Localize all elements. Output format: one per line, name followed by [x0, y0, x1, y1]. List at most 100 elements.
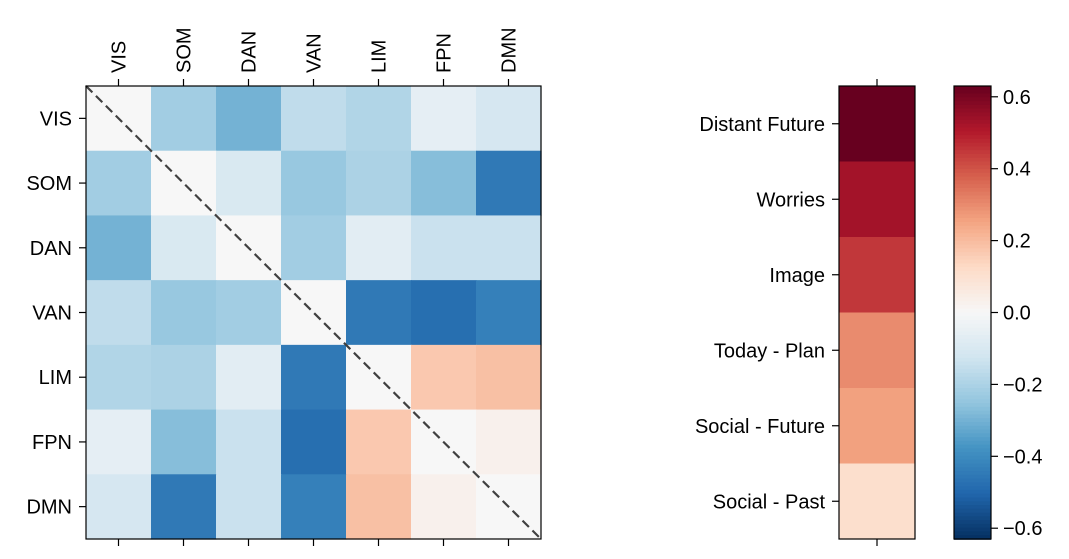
colorbar-step [954, 312, 991, 318]
matrix-cell-dmn-vis [86, 474, 152, 540]
colorbar-step [954, 116, 991, 121]
colorbar-step [954, 169, 991, 174]
matrix-cell-som-dan [216, 150, 282, 217]
colorbar-step [954, 108, 991, 114]
colorbar-step [954, 289, 991, 295]
colorbar-step [954, 172, 991, 178]
colorbar-step [954, 270, 991, 276]
colorbar-ticks: 0.6 0.4 0.2 0.0 −0.2 −0.4 −0.6 [991, 87, 1042, 540]
matrix-cell-van-fpn [411, 280, 477, 346]
colorbar-step [954, 286, 991, 291]
y-tick-label-van: VAN [32, 303, 72, 325]
colorbar-step [954, 237, 991, 242]
matrix-cells [86, 86, 542, 540]
colorbar-step [954, 161, 991, 167]
matrix-x-ticks: VIS SOM DAN VAN LIM FPN DMN [109, 27, 521, 546]
matrix-cell-som-fpn [411, 150, 477, 217]
x-tick-label-dmn: DMN [499, 27, 521, 73]
colorbar-tick-label: 0.2 [1003, 231, 1031, 253]
colorbar-step [954, 89, 991, 95]
colorbar-step [954, 395, 991, 401]
colorbar-step [954, 153, 991, 159]
colorbar-step [954, 489, 991, 495]
colorbar-step [954, 304, 991, 310]
colorbar-step [954, 350, 991, 355]
colorbar-step [954, 448, 991, 453]
colorbar-step [954, 486, 991, 491]
matrix-cell-som-lim [346, 150, 412, 217]
colorbar-step [954, 403, 991, 408]
colorbar-step [954, 203, 991, 208]
colorbar-step [954, 433, 991, 438]
matrix-cell-van-lim [346, 280, 412, 346]
matrix-cell-dmn-lim [346, 474, 412, 540]
matrix-cell-dan-lim [346, 215, 412, 281]
x-tick-label-som: SOM [174, 27, 196, 73]
matrix-cell-dan-vis [86, 215, 152, 281]
colorbar-step [954, 440, 991, 446]
colorbar-step [954, 127, 991, 133]
colorbar-step [954, 210, 991, 216]
colorbar-step [954, 380, 991, 386]
matrix-cell-dmn-dan [216, 474, 282, 540]
colorbar-step [954, 361, 991, 367]
matrix-cell-dmn-fpn [411, 474, 477, 540]
colorbar-step [954, 523, 991, 529]
colorbar-tick-label: 0.4 [1003, 159, 1031, 181]
colorbar-step [954, 467, 991, 472]
factor-cells [839, 86, 915, 540]
colorbar-step [954, 369, 991, 374]
matrix-cell-fpn-vis [86, 409, 152, 475]
colorbar-step [954, 165, 991, 170]
factor-cell-social-past [839, 463, 915, 540]
colorbar-step [954, 512, 991, 518]
colorbar-step [954, 233, 991, 238]
factor-cell-social-future [839, 388, 915, 465]
colorbar-step [954, 425, 991, 431]
colorbar-tick-label: 0.6 [1003, 87, 1031, 109]
x-tick-label-lim: LIM [369, 40, 391, 73]
colorbar-step [954, 206, 991, 212]
colorbar-step [954, 391, 991, 397]
colorbar-step [954, 282, 991, 287]
matrix-cell-fpn-dmn [476, 409, 542, 475]
matrix-cell-vis-som [151, 86, 217, 152]
colorbar-step [954, 301, 991, 306]
colorbar-step [954, 471, 991, 476]
colorbar-step [954, 455, 991, 461]
colorbar-step [954, 112, 991, 117]
colorbar-step [954, 229, 991, 235]
factor-label-social-past: Social - Past [713, 491, 826, 513]
colorbar-step [954, 138, 991, 144]
colorbar-step [954, 176, 991, 182]
colorbar-step [954, 474, 991, 480]
colorbar-step [954, 478, 991, 484]
colorbar-step [954, 342, 991, 348]
factor-label-image: Image [769, 265, 825, 287]
matrix-cell-som-vis [86, 150, 152, 217]
factor-cell-image [839, 237, 915, 314]
matrix-cell-lim-vis [86, 344, 152, 411]
x-tick-label-fpn: FPN [434, 33, 456, 73]
x-tick-label-dan: DAN [239, 31, 261, 73]
x-tick-label-van: VAN [304, 33, 326, 73]
colorbar-step [954, 101, 991, 106]
factor-label-social-future: Social - Future [695, 416, 825, 438]
matrix-cell-vis-dmn [476, 86, 542, 152]
colorbar-step [954, 372, 991, 378]
colorbar-step [954, 214, 991, 219]
y-tick-label-lim: LIM [39, 367, 72, 389]
colorbar-step [954, 97, 991, 102]
colorbar-step [954, 221, 991, 227]
colorbar-gradient [954, 86, 991, 540]
colorbar-step [954, 452, 991, 457]
colorbar-step [954, 199, 991, 204]
matrix-cell-dan-som [151, 215, 217, 281]
colorbar-step [954, 323, 991, 329]
colorbar-step [954, 388, 991, 393]
colorbar-tick-label: −0.4 [1003, 446, 1042, 468]
colorbar-step [954, 399, 991, 404]
colorbar-step [954, 157, 991, 163]
colorbar-step [954, 255, 991, 261]
colorbar-step [954, 493, 991, 499]
